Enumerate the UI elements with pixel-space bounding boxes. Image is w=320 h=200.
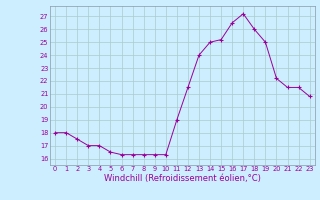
X-axis label: Windchill (Refroidissement éolien,°C): Windchill (Refroidissement éolien,°C) bbox=[104, 174, 261, 183]
